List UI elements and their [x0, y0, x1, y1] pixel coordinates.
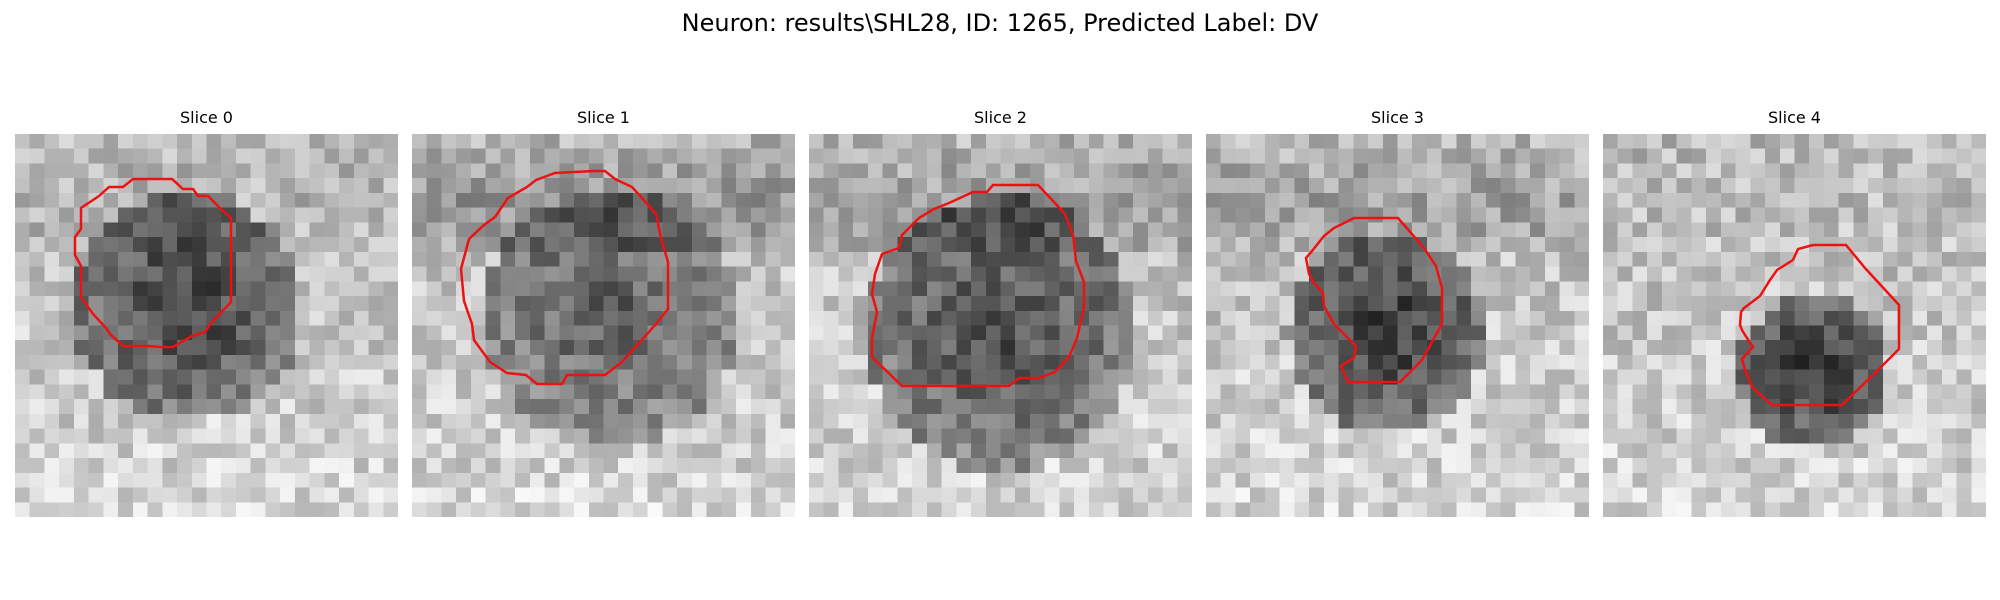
slice-title: Slice 0 — [15, 108, 398, 128]
slice-panel-1: Slice 1 — [412, 108, 795, 524]
slice-title: Slice 3 — [1206, 108, 1589, 128]
roi-contour — [412, 134, 795, 517]
roi-contour — [809, 134, 1192, 517]
slice-panel-2: Slice 2 — [809, 108, 1192, 524]
slice-panel-4: Slice 4 — [1603, 108, 1986, 524]
slice-image — [15, 134, 398, 517]
slice-title: Slice 4 — [1603, 108, 1986, 128]
slice-panel-0: Slice 0 — [15, 108, 398, 524]
roi-contour — [15, 134, 398, 517]
slice-image — [809, 134, 1192, 517]
slice-image — [1206, 134, 1589, 517]
slice-title: Slice 1 — [412, 108, 795, 128]
roi-contour — [1206, 134, 1589, 517]
slice-image — [412, 134, 795, 517]
slice-image — [1603, 134, 1986, 517]
roi-contour — [1603, 134, 1986, 517]
figure-title: Neuron: results\SHL28, ID: 1265, Predict… — [0, 8, 2000, 38]
slice-panel-3: Slice 3 — [1206, 108, 1589, 524]
slice-title: Slice 2 — [809, 108, 1192, 128]
